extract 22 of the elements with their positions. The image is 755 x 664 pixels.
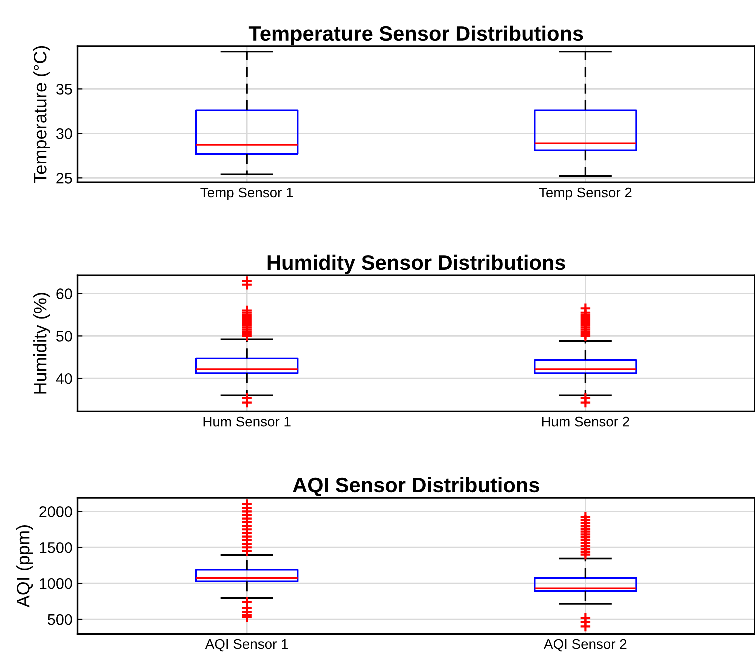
x-tick-label: Hum Sensor 1 [204, 416, 291, 427]
chart-title: AQI Sensor Distributions [293, 477, 540, 497]
chart-title: Humidity Sensor Distributions [268, 254, 566, 274]
y-tick-label: 35 [56, 84, 72, 95]
y-axis-title: AQI (ppm) [16, 526, 34, 608]
y-axis-title: Temperature (°C) [34, 46, 50, 184]
y-tick-label: 40 [56, 373, 72, 384]
y-tick-label: 60 [56, 288, 72, 300]
y-tick-label: 500 [48, 614, 72, 626]
x-tick-label: Hum Sensor 2 [542, 416, 630, 427]
y-tick-label: 2000 [40, 506, 72, 518]
x-tick-label: Temp Sensor 1 [200, 188, 294, 200]
x-tick-label: Temp Sensor 2 [539, 188, 632, 200]
y-tick-label: 25 [56, 173, 72, 184]
y-tick-label: 1000 [40, 578, 72, 590]
chart-title: Temperature Sensor Distributions [248, 26, 584, 46]
y-axis-title: Humidity (%) [34, 293, 50, 394]
y-tick-label: 30 [56, 128, 72, 140]
x-tick-label: AQI Sensor 1 [205, 639, 288, 652]
y-tick-label: 50 [56, 331, 72, 342]
y-tick-label: 1500 [40, 542, 72, 554]
x-tick-label: AQI Sensor 2 [544, 639, 627, 652]
